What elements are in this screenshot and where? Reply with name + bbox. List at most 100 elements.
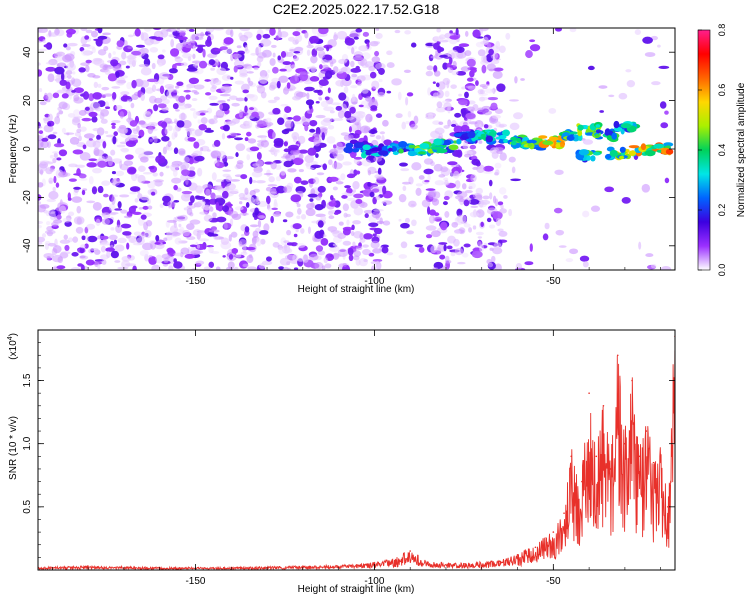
spectrogram-cell [73, 186, 82, 190]
spectrogram-cell [176, 81, 184, 86]
spectrogram-signal-cell [538, 135, 548, 139]
spectrogram-cell [43, 161, 54, 165]
spectrogram-cell [482, 195, 490, 200]
spectrogram-cell [269, 188, 278, 194]
spectrogram-cell [381, 200, 393, 205]
spectrogram-cell [41, 137, 49, 142]
spectrogram-cell [287, 144, 299, 151]
spectrogram-cell [309, 201, 315, 208]
spectrogram-cell [189, 244, 197, 248]
spectrogram-cell [45, 66, 56, 72]
spectrogram-cell [222, 205, 230, 213]
spectrogram-cell [81, 235, 86, 241]
spectrogram-cell [449, 39, 458, 45]
spectrogram-cell [453, 170, 460, 179]
spectrogram-cell [123, 40, 128, 47]
spectrogram-cell [257, 44, 262, 54]
spectrogram-cell [310, 161, 318, 166]
spectrogram-cell [413, 115, 419, 125]
spectrogram-cell [317, 185, 326, 193]
spectrogram-cell [587, 65, 595, 71]
spectrogram-cell [127, 134, 139, 141]
spectrogram-cell [284, 106, 292, 113]
spectrogram-cell [298, 149, 309, 154]
spectrogram-cell [211, 172, 217, 181]
spectrogram-cell [313, 177, 320, 185]
spectrogram-cell [79, 126, 87, 132]
spectrogram-cell [394, 29, 401, 34]
spectrogram-cell [314, 45, 324, 52]
spectrogram-cell [154, 97, 163, 104]
spectrogram-cell [293, 176, 302, 184]
spectrogram-cell [92, 167, 102, 174]
spectrogram-cell [204, 129, 214, 133]
spectrogram-cell [315, 126, 321, 136]
spectrogram-cell [58, 171, 68, 178]
spectrogram-cell [475, 187, 483, 195]
spectrogram-cell [207, 231, 215, 237]
spectrogram-cell [645, 253, 654, 258]
spectrogram-signal-cell [577, 130, 583, 137]
spectrogram-cell [115, 170, 125, 177]
spectrogram-cell [468, 182, 476, 190]
spectrogram-cell [57, 256, 64, 264]
spectrogram-signal-cell [663, 142, 674, 147]
spectrogram-cell [97, 83, 102, 88]
spectrogram-cell [181, 120, 192, 129]
spectrogram-cell [278, 75, 289, 83]
spectrogram-cell [374, 174, 384, 179]
spectrogram-cell [86, 200, 96, 204]
spectrogram-cell [97, 160, 107, 168]
spectrogram-cell [304, 86, 315, 92]
spectrogram-cell [177, 36, 188, 41]
spectrogram-cell [338, 92, 347, 101]
spectrogram-cell [355, 259, 361, 266]
spectrogram-cell [99, 112, 105, 120]
spectrogram-cell [439, 39, 449, 43]
spectrogram-cell [431, 198, 440, 206]
spectrogram-cell [340, 103, 347, 113]
spectrogram-cell [233, 59, 245, 68]
spectrogram-cell [487, 96, 499, 101]
spectrogram-cell [625, 69, 632, 73]
spectrogram-cell [108, 203, 116, 212]
spectrogram-cell [84, 106, 90, 111]
spectrogram-cell [177, 28, 181, 31]
spectrogram-cell [298, 71, 310, 75]
snr-data-point [602, 404, 605, 407]
spectrogram-cell [102, 64, 108, 71]
spectrogram-cell [256, 151, 262, 160]
spectrogram-cell [163, 237, 168, 242]
spectrogram-cell [121, 255, 131, 262]
spectrogram-cell [297, 257, 305, 262]
spectrogram-cell [84, 243, 89, 249]
spectrogram-cell [287, 168, 297, 173]
spectrogram-cell [94, 259, 104, 262]
spectrogram-cell [203, 214, 213, 222]
spectrogram-cell [138, 165, 145, 171]
spectrogram-cell [257, 61, 262, 67]
spectrogram-cell [256, 33, 262, 41]
spectrogram-cell [125, 140, 137, 148]
spectrogram-cell [236, 45, 242, 49]
spectrogram-cell [480, 83, 490, 87]
spectrogram-cell [181, 53, 193, 59]
spectrogram-cell [56, 157, 62, 161]
spectrogram-cell [342, 203, 350, 212]
spectrogram-cell [303, 79, 313, 85]
spectrogram-cell [598, 85, 608, 89]
spectrogram-cell [365, 113, 373, 123]
spectrogram-cell [489, 59, 500, 65]
spectrogram-cell [644, 52, 656, 57]
spectrogram-cell [257, 219, 262, 228]
spectrogram-cell [205, 39, 212, 47]
spectrogram-cell [367, 181, 371, 187]
spectrogram-cell [333, 32, 337, 38]
spectrogram-signal-cell [499, 134, 507, 140]
spectrogram-cell [300, 180, 309, 185]
spectrogram-cell [142, 242, 153, 251]
spectrogram-cell [375, 113, 383, 118]
spectrogram-cell [173, 126, 179, 135]
spectrogram-cell [83, 133, 95, 139]
spectrogram-cell [230, 231, 238, 238]
